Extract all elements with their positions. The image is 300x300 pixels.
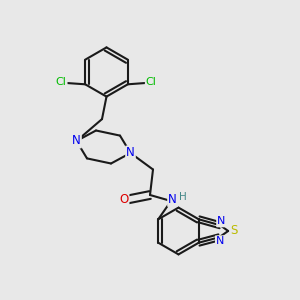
Text: N: N (217, 216, 226, 226)
Text: N: N (126, 146, 135, 160)
Text: N: N (168, 193, 177, 206)
Text: H: H (178, 191, 186, 202)
Text: N: N (72, 134, 81, 148)
Text: O: O (119, 193, 128, 206)
Text: Cl: Cl (146, 77, 157, 87)
Text: N: N (216, 236, 224, 246)
Text: Cl: Cl (56, 77, 67, 87)
Text: S: S (230, 224, 238, 238)
